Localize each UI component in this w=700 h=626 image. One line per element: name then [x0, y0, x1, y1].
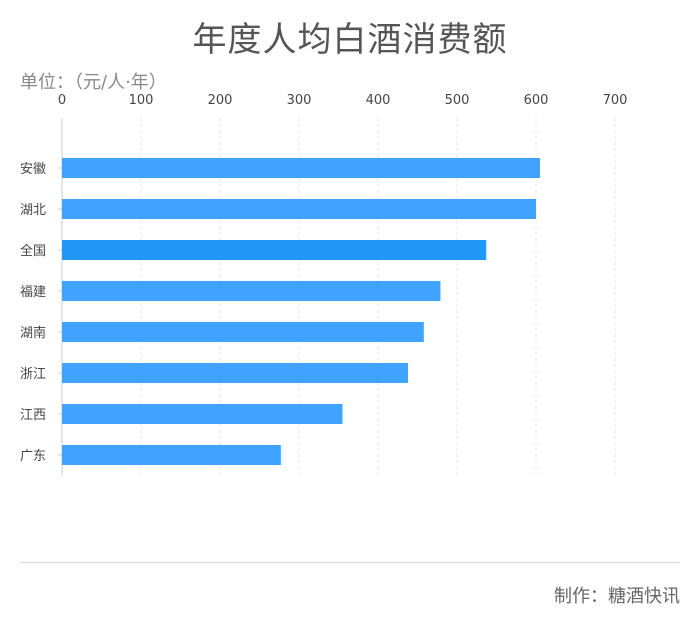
x-tick-label: 300	[287, 93, 312, 108]
category-label: 全国	[20, 243, 46, 259]
x-tick-label: 200	[208, 93, 233, 108]
x-tick-label: 400	[366, 93, 391, 108]
category-label: 江西	[20, 408, 46, 423]
x-tick-label: 500	[445, 93, 470, 108]
bar	[62, 199, 536, 219]
category-label: 福建	[20, 285, 46, 300]
credit-text: 制作：糖酒快讯	[554, 586, 680, 607]
bar	[62, 445, 281, 465]
x-tick-label: 600	[524, 93, 549, 108]
bar	[62, 158, 540, 178]
bar	[62, 363, 409, 383]
footer-divider	[20, 562, 680, 563]
x-tick-label: 0	[58, 93, 66, 108]
bar	[62, 404, 343, 424]
x-tick-label: 700	[603, 93, 628, 108]
category-label: 湖北	[20, 203, 46, 218]
bar	[62, 281, 441, 301]
chart-title: 年度人均白酒消费额	[192, 20, 508, 60]
bar	[62, 322, 424, 342]
category-label: 广东	[20, 449, 46, 464]
bar	[62, 240, 487, 260]
category-label: 浙江	[20, 367, 46, 382]
unit-label: 单位：（元/人·年）	[20, 72, 167, 93]
x-tick-label: 100	[129, 93, 154, 108]
category-label: 安徽	[20, 162, 46, 177]
category-label: 湖南	[20, 325, 46, 341]
